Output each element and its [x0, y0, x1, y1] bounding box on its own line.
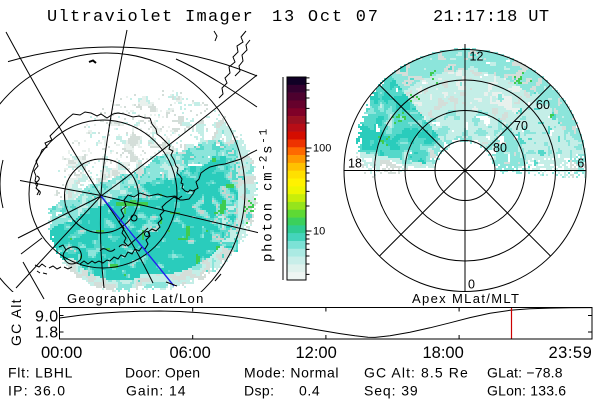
svg-text:Dsp:: Dsp:: [244, 383, 274, 399]
svg-text:80: 80: [493, 141, 507, 155]
svg-text:Seq: 39: Seq: 39: [364, 383, 419, 399]
svg-text:Flt: LBHL: Flt: LBHL: [8, 365, 73, 381]
svg-text:GC Alt: 8.5 Re: GC Alt: 8.5 Re: [364, 365, 469, 381]
svg-text:GLon: 133.6: GLon: 133.6: [487, 383, 566, 399]
svg-text:12:00: 12:00: [296, 344, 337, 362]
svg-text:GC Alt: GC Alt: [8, 298, 24, 346]
svg-text:06:00: 06:00: [170, 344, 211, 362]
svg-text:IP: 36.0: IP: 36.0: [8, 383, 66, 399]
svg-text:Apex MLat/MLT: Apex MLat/MLT: [412, 291, 520, 306]
svg-text:Mode: Normal: Mode: Normal: [244, 365, 339, 381]
svg-text:6: 6: [577, 157, 584, 171]
svg-text:9.0: 9.0: [35, 309, 58, 326]
svg-text:10: 10: [313, 226, 325, 238]
svg-text:23:59: 23:59: [549, 344, 593, 362]
svg-text:13 Oct 07: 13 Oct 07: [272, 8, 380, 27]
svg-text:70: 70: [514, 119, 528, 133]
svg-text:60: 60: [536, 98, 550, 112]
svg-text:Geographic Lat/Lon: Geographic Lat/Lon: [67, 291, 205, 306]
svg-text:Door: Open: Door: Open: [125, 365, 200, 381]
svg-text:100: 100: [313, 143, 331, 155]
svg-text:1.8: 1.8: [35, 325, 58, 342]
svg-text:photon cm-2s-1: photon cm-2s-1: [259, 127, 277, 262]
svg-text:0: 0: [468, 278, 475, 292]
svg-text:21:17:18 UT: 21:17:18 UT: [433, 8, 549, 27]
svg-text:18:00: 18:00: [423, 344, 464, 362]
svg-text:GLat: −78.8: GLat: −78.8: [487, 365, 563, 381]
svg-text:00:00: 00:00: [41, 344, 82, 362]
svg-text:0.4: 0.4: [299, 383, 320, 399]
svg-text:Ultraviolet Imager: Ultraviolet Imager: [47, 8, 254, 27]
svg-text:Gain: 14: Gain: 14: [126, 383, 187, 399]
svg-text:12: 12: [470, 50, 484, 64]
svg-text:18: 18: [348, 157, 362, 171]
